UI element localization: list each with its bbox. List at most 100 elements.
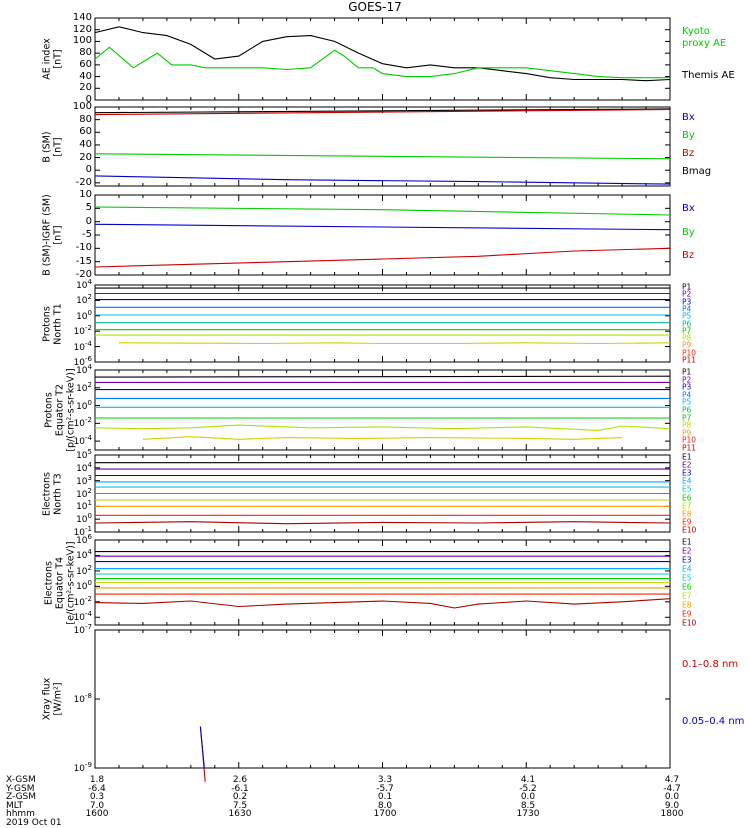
y-tick-label: 100 bbox=[72, 35, 92, 47]
y-axis-title: Protons bbox=[40, 305, 52, 342]
legend-entry: P1 bbox=[682, 282, 692, 292]
y-tick-label: 100 bbox=[72, 101, 92, 112]
legend-entry: P8 bbox=[682, 420, 692, 430]
y-tick-label: 10-4 bbox=[73, 434, 92, 448]
y-tick-label: 102 bbox=[76, 563, 92, 577]
y-tick-label: 102 bbox=[76, 486, 92, 500]
y-tick-label: 104 bbox=[76, 548, 92, 562]
footer-value: 2.6 bbox=[232, 775, 248, 785]
legend-entry: By bbox=[682, 129, 695, 141]
y-axis-title: Equator T2 bbox=[54, 383, 66, 437]
y-axis-title: [W/m²] bbox=[51, 682, 63, 716]
panel-frame bbox=[94, 629, 671, 769]
footer-value: 4.1 bbox=[520, 775, 536, 785]
footer-value: -6.4 bbox=[88, 783, 106, 794]
legend-entry: E5 bbox=[682, 573, 692, 583]
y-axis-title: B (SM) bbox=[40, 130, 52, 163]
legend-entry: E2 bbox=[682, 460, 692, 470]
y-tick-label: 40 bbox=[79, 70, 92, 82]
y-tick-label: 104 bbox=[76, 460, 92, 474]
legend-entry: Bz bbox=[682, 147, 695, 159]
y-tick-label: 120 bbox=[72, 23, 92, 35]
y-tick-label: 0 bbox=[85, 164, 92, 176]
legend-entry: P10 bbox=[682, 435, 697, 445]
y-axis-title: [nT] bbox=[51, 136, 63, 157]
footer-value: 1730 bbox=[516, 809, 540, 819]
series-line-P8 bbox=[142, 436, 623, 440]
series-line-By bbox=[94, 206, 671, 216]
y-tick-label: 10-8 bbox=[73, 692, 92, 705]
series-line-Bz bbox=[94, 108, 671, 116]
legend-entry: Bz bbox=[682, 250, 695, 262]
y-axis-title: North T3 bbox=[51, 472, 63, 515]
y-axis-title: [nT] bbox=[51, 225, 63, 245]
y-tick-label: 106 bbox=[76, 533, 92, 546]
y-tick-label: 101 bbox=[76, 499, 92, 513]
legend-entry: E9 bbox=[682, 517, 692, 527]
legend-entry: Bx bbox=[682, 111, 695, 123]
y-tick-label: 80 bbox=[79, 113, 92, 125]
y-tick-label: -15 bbox=[75, 255, 92, 267]
series-line-P7 bbox=[94, 424, 671, 431]
footer-value: 1600 bbox=[85, 809, 109, 819]
y-axis-title: Electrons bbox=[40, 471, 52, 516]
legend-entry: P2 bbox=[682, 374, 692, 384]
y-tick-label: 10-7 bbox=[73, 623, 92, 636]
legend-entry: P8 bbox=[682, 333, 692, 343]
legend-entry: E4 bbox=[682, 476, 692, 486]
series-line-E10 bbox=[94, 598, 671, 609]
legend-entry: P11 bbox=[682, 355, 697, 365]
legend-entry: E7 bbox=[682, 500, 692, 510]
y-tick-label: 10-1 bbox=[73, 525, 92, 538]
y-tick-label: 104 bbox=[76, 278, 92, 291]
y-tick-label: 0 bbox=[85, 94, 92, 105]
figure bbox=[94, 17, 671, 782]
legend-entry: E3 bbox=[682, 555, 692, 565]
y-tick-label: 80 bbox=[79, 47, 92, 59]
panel-frame bbox=[94, 17, 671, 101]
panel-frame bbox=[94, 106, 671, 187]
legend-entry: Bx bbox=[682, 203, 695, 215]
footer-value: 0.0 bbox=[664, 792, 680, 802]
y-tick-label: 10-2 bbox=[73, 594, 92, 608]
legend-entry: E6 bbox=[682, 582, 692, 592]
y-axis-title: Equator T4 bbox=[54, 556, 66, 609]
legend-entry: E5 bbox=[682, 484, 692, 494]
legend-entry: Bmag bbox=[682, 165, 712, 177]
legend-entry: P4 bbox=[682, 304, 692, 314]
y-tick-label: 10-2 bbox=[73, 416, 92, 430]
y-axis-title: North T1 bbox=[51, 302, 63, 345]
footer-row-label: Y-GSM bbox=[6, 783, 35, 794]
y-tick-label: 60 bbox=[79, 58, 92, 70]
y-axis-title: AE index bbox=[40, 38, 52, 80]
y-tick-label: 60 bbox=[79, 126, 92, 138]
legend-entry: P9 bbox=[682, 340, 692, 350]
legend-entry: By bbox=[682, 226, 695, 238]
legend-entry: E8 bbox=[682, 600, 692, 610]
footer-row-label: X-GSM bbox=[6, 775, 36, 785]
y-axis-title: [nT] bbox=[51, 49, 63, 69]
y-tick-label: 140 bbox=[72, 12, 92, 23]
legend-entry: P9 bbox=[682, 428, 692, 438]
series-line-Kyoto proxy AE bbox=[94, 46, 670, 79]
footer-value: -6.1 bbox=[231, 783, 249, 794]
legend-entry: P6 bbox=[682, 405, 692, 415]
y-tick-label: 5 bbox=[85, 202, 92, 214]
footer-value: 3.3 bbox=[377, 775, 393, 785]
series-line-P9 bbox=[118, 342, 671, 345]
series-line-0.05–0.4 nm bbox=[199, 726, 205, 769]
legend-entry: E10 bbox=[682, 525, 697, 535]
series-line-P1 bbox=[94, 375, 671, 378]
legend-entry: proxy AE bbox=[682, 38, 727, 49]
y-tick-label: 10-4 bbox=[73, 339, 92, 353]
y-tick-label: 100 bbox=[76, 398, 92, 412]
legend-entry: Kyoto bbox=[682, 26, 710, 37]
panel-frame bbox=[94, 284, 671, 363]
y-tick-label: 0 bbox=[85, 215, 92, 227]
legend-entry: Themis AE bbox=[682, 70, 735, 81]
y-tick-label: 102 bbox=[76, 293, 92, 307]
y-axis-title: [e/(cm²-s-sr-keV)] bbox=[65, 540, 77, 625]
y-tick-label: -5 bbox=[82, 229, 92, 240]
legend-entry: E6 bbox=[682, 492, 692, 502]
legend-entry: P11 bbox=[682, 443, 697, 453]
